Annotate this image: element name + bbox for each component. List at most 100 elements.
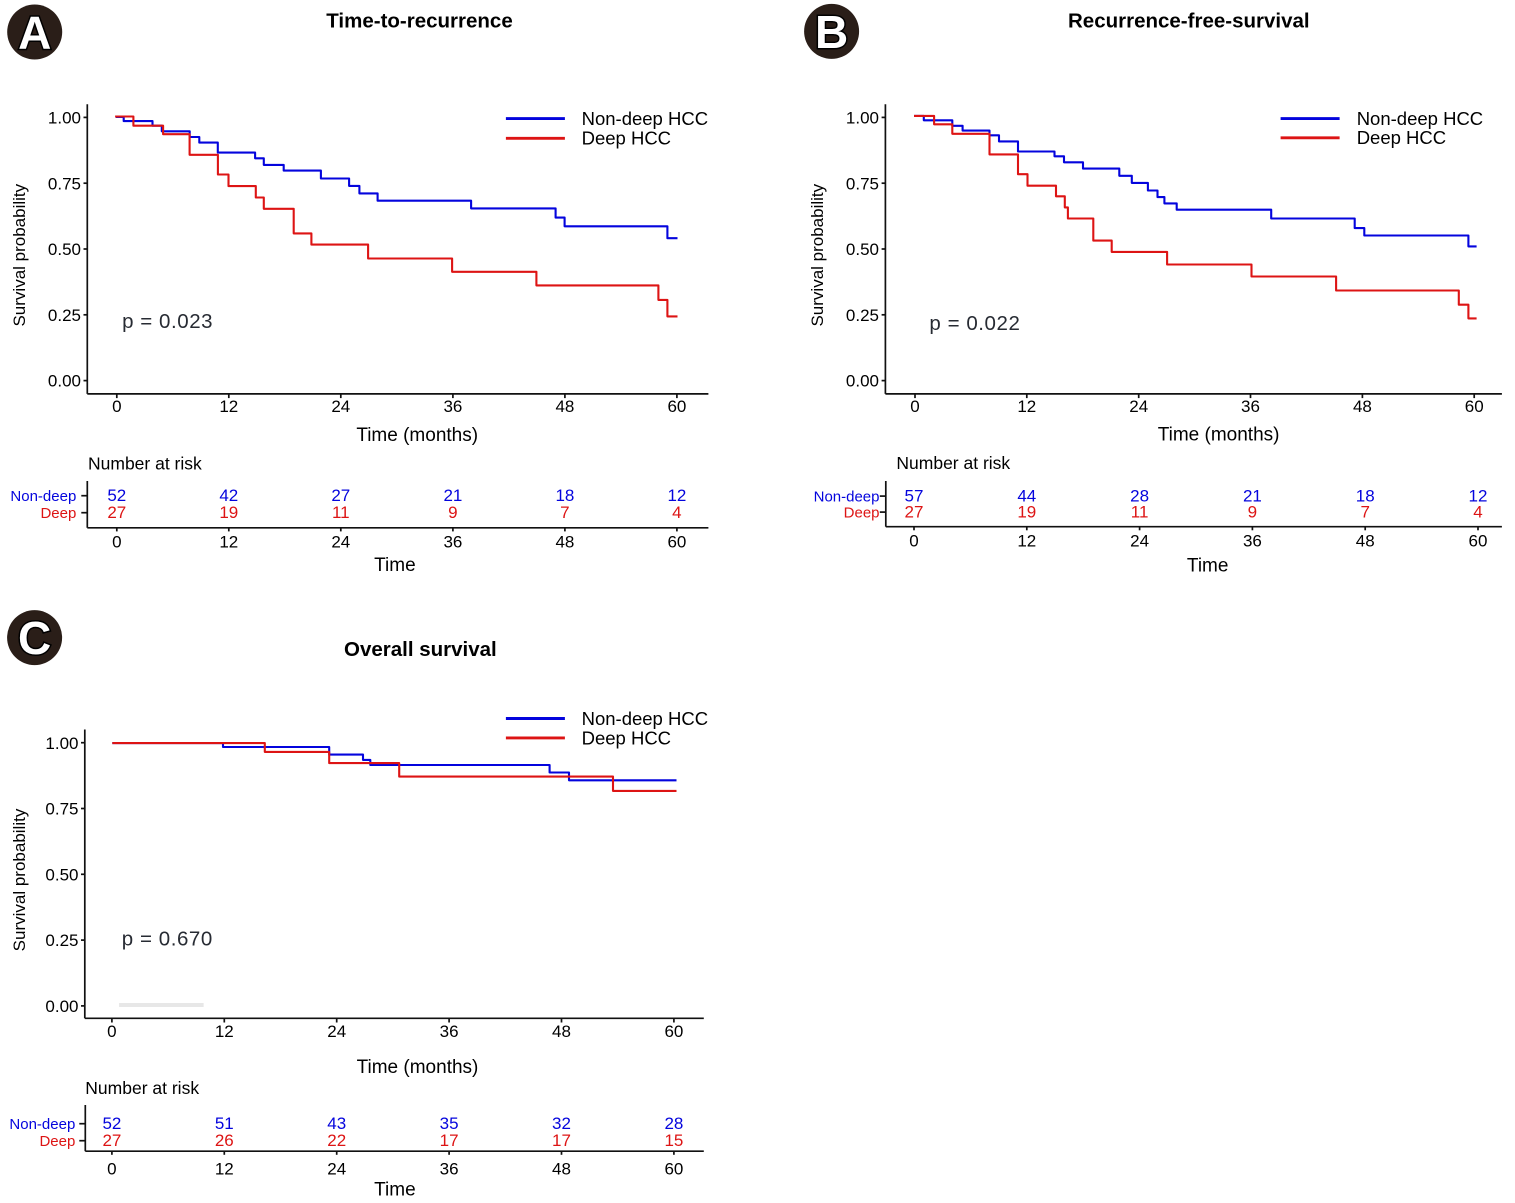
svg-text:22: 22: [327, 1131, 346, 1150]
svg-text:36: 36: [1241, 397, 1260, 416]
svg-text:42: 42: [219, 486, 238, 505]
svg-text:1.00: 1.00: [846, 109, 879, 128]
svg-text:12: 12: [1017, 532, 1036, 551]
svg-text:24: 24: [1129, 397, 1148, 416]
svg-text:48: 48: [1353, 397, 1372, 416]
svg-text:Deep HCC: Deep HCC: [582, 727, 671, 748]
svg-text:24: 24: [327, 1022, 346, 1041]
svg-text:0: 0: [112, 397, 121, 416]
svg-text:Time: Time: [374, 555, 416, 576]
svg-text:60: 60: [664, 1022, 683, 1041]
svg-text:36: 36: [1243, 532, 1262, 551]
svg-text:Deep: Deep: [844, 505, 880, 522]
svg-text:19: 19: [1017, 503, 1036, 522]
svg-text:Time (months): Time (months): [357, 1057, 479, 1078]
svg-text:0.00: 0.00: [45, 997, 78, 1016]
svg-text:0.75: 0.75: [846, 174, 879, 193]
svg-text:48: 48: [555, 533, 574, 552]
svg-text:0.50: 0.50: [846, 240, 879, 259]
svg-text:Time: Time: [374, 1180, 416, 1201]
svg-text:57: 57: [905, 487, 924, 506]
svg-text:0.25: 0.25: [45, 931, 78, 950]
svg-text:32: 32: [552, 1114, 571, 1133]
svg-text:7: 7: [1360, 503, 1369, 522]
svg-text:A: A: [18, 7, 51, 59]
svg-text:36: 36: [443, 533, 462, 552]
svg-text:18: 18: [555, 486, 574, 505]
svg-text:Non-deep HCC: Non-deep HCC: [582, 708, 708, 729]
svg-text:4: 4: [1473, 503, 1482, 522]
svg-text:Time (months): Time (months): [1158, 425, 1280, 446]
svg-text:Survival probability: Survival probability: [10, 808, 29, 951]
svg-text:51: 51: [215, 1114, 234, 1133]
svg-text:Deep HCC: Deep HCC: [1357, 127, 1446, 148]
svg-text:12: 12: [215, 1022, 234, 1041]
svg-text:Non-deep HCC: Non-deep HCC: [1357, 108, 1483, 129]
svg-text:17: 17: [440, 1131, 459, 1150]
svg-text:Number at risk: Number at risk: [85, 1078, 199, 1098]
svg-text:Survival probability: Survival probability: [808, 183, 827, 326]
svg-text:0.25: 0.25: [48, 306, 81, 325]
svg-text:27: 27: [102, 1131, 121, 1150]
svg-text:27: 27: [905, 503, 924, 522]
svg-text:12: 12: [215, 1160, 234, 1179]
svg-text:Non-deep: Non-deep: [10, 488, 76, 505]
svg-text:C: C: [18, 612, 51, 664]
svg-text:52: 52: [102, 1114, 121, 1133]
svg-text:0.00: 0.00: [846, 372, 879, 391]
svg-text:B: B: [815, 6, 848, 58]
svg-text:36: 36: [440, 1022, 459, 1041]
svg-text:24: 24: [331, 533, 350, 552]
svg-text:Deep: Deep: [39, 1133, 75, 1150]
svg-text:0.75: 0.75: [48, 174, 81, 193]
svg-text:36: 36: [440, 1160, 459, 1179]
svg-text:0: 0: [910, 397, 919, 416]
svg-text:0.50: 0.50: [45, 865, 78, 884]
svg-text:48: 48: [555, 397, 574, 416]
svg-text:p = 0.670: p = 0.670: [122, 928, 213, 951]
svg-text:p = 0.022: p = 0.022: [929, 312, 1020, 335]
svg-text:0: 0: [107, 1022, 116, 1041]
svg-text:21: 21: [443, 486, 462, 505]
svg-text:12: 12: [219, 397, 238, 416]
svg-text:27: 27: [331, 486, 350, 505]
svg-text:1.00: 1.00: [45, 734, 78, 753]
svg-text:Recurrence-free-survival: Recurrence-free-survival: [1068, 9, 1310, 32]
svg-text:0: 0: [107, 1160, 116, 1179]
svg-text:52: 52: [107, 486, 126, 505]
svg-text:0.75: 0.75: [45, 800, 78, 819]
svg-text:60: 60: [1465, 397, 1484, 416]
svg-text:0: 0: [112, 533, 121, 552]
svg-text:18: 18: [1356, 487, 1375, 506]
svg-text:12: 12: [1469, 487, 1488, 506]
svg-text:11: 11: [1131, 503, 1149, 522]
svg-text:60: 60: [667, 397, 686, 416]
svg-text:7: 7: [560, 503, 569, 522]
svg-text:24: 24: [327, 1160, 346, 1179]
svg-text:Number at risk: Number at risk: [896, 453, 1010, 473]
svg-text:24: 24: [1130, 532, 1149, 551]
svg-text:Time: Time: [1187, 556, 1229, 577]
svg-text:48: 48: [552, 1160, 571, 1179]
svg-text:0.25: 0.25: [846, 306, 879, 325]
svg-text:28: 28: [1130, 487, 1149, 506]
svg-text:12: 12: [219, 533, 238, 552]
svg-text:17: 17: [552, 1131, 571, 1150]
svg-text:60: 60: [1469, 532, 1488, 551]
svg-text:48: 48: [1356, 532, 1375, 551]
svg-text:60: 60: [667, 533, 686, 552]
svg-text:26: 26: [215, 1131, 234, 1150]
svg-text:19: 19: [219, 503, 238, 522]
svg-text:Overall survival: Overall survival: [344, 638, 497, 661]
svg-text:36: 36: [443, 397, 462, 416]
svg-text:28: 28: [664, 1114, 683, 1133]
svg-text:0: 0: [909, 532, 918, 551]
svg-text:24: 24: [331, 397, 350, 416]
svg-text:9: 9: [1248, 503, 1257, 522]
svg-text:35: 35: [440, 1114, 459, 1133]
svg-text:Non-deep: Non-deep: [814, 489, 880, 506]
svg-text:12: 12: [667, 486, 686, 505]
svg-text:Deep HCC: Deep HCC: [582, 128, 671, 149]
svg-text:0.50: 0.50: [48, 240, 81, 259]
svg-text:11: 11: [332, 503, 350, 522]
